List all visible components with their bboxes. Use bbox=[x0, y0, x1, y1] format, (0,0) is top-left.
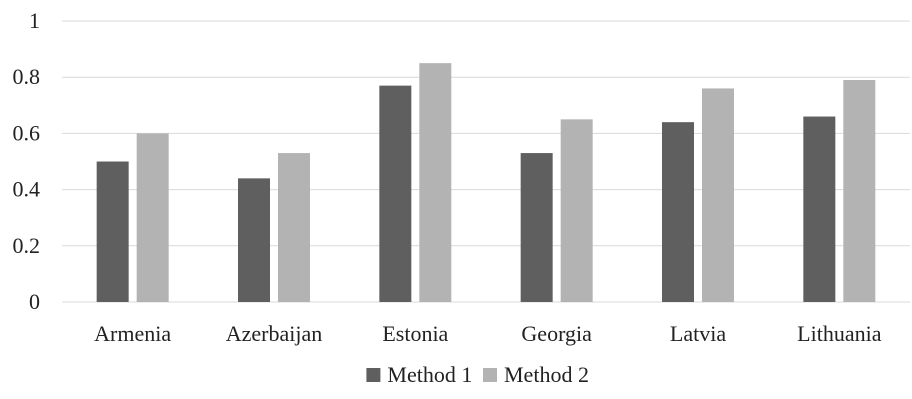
x-category-label: Latvia bbox=[670, 321, 726, 346]
y-tick-label: 0.2 bbox=[13, 233, 41, 258]
x-category-label: Estonia bbox=[382, 321, 448, 346]
x-axis-category-labels: Armenia Azerbaijan Estonia Georgia Latvia Lit… bbox=[94, 321, 882, 346]
y-axis-tick-labels: 0 0.2 0.4 0.6 0.8 1 bbox=[13, 8, 41, 314]
legend-label-series-2: Method 2 bbox=[504, 362, 589, 387]
bar-lithuania-series-2 bbox=[843, 80, 876, 302]
bar-georgia-series-2 bbox=[560, 119, 593, 302]
y-tick-label: 0 bbox=[29, 289, 40, 314]
bars bbox=[96, 63, 876, 303]
bar-estonia-series-1 bbox=[379, 85, 412, 302]
legend: Method 1 Method 2 bbox=[366, 362, 589, 387]
legend-label-series-1: Method 1 bbox=[387, 362, 472, 387]
legend-swatch-series-2 bbox=[483, 368, 497, 382]
bar-armenia-series-2 bbox=[136, 133, 169, 302]
bar-azerbaijan-series-2 bbox=[278, 153, 310, 302]
bar-lithuania-series-1 bbox=[803, 116, 836, 302]
y-tick-label: 0.8 bbox=[13, 64, 41, 89]
y-tick-label: 0.6 bbox=[13, 120, 41, 145]
x-category-label: Armenia bbox=[94, 321, 171, 346]
x-category-label: Georgia bbox=[521, 321, 592, 346]
bar-georgia-series-1 bbox=[520, 153, 553, 302]
bar-latvia-series-1 bbox=[662, 122, 694, 302]
gridlines bbox=[62, 20, 910, 303]
legend-swatch-series-1 bbox=[366, 368, 381, 382]
x-category-label: Azerbaijan bbox=[226, 321, 323, 346]
bar-estonia-series-2 bbox=[419, 63, 452, 303]
bar-latvia-series-2 bbox=[702, 88, 734, 302]
bar-azerbaijan-series-1 bbox=[238, 178, 270, 302]
y-tick-label: 0.4 bbox=[13, 177, 41, 202]
x-category-label: Lithuania bbox=[797, 321, 882, 346]
y-tick-label: 1 bbox=[29, 8, 40, 33]
bar-armenia-series-1 bbox=[96, 161, 129, 302]
